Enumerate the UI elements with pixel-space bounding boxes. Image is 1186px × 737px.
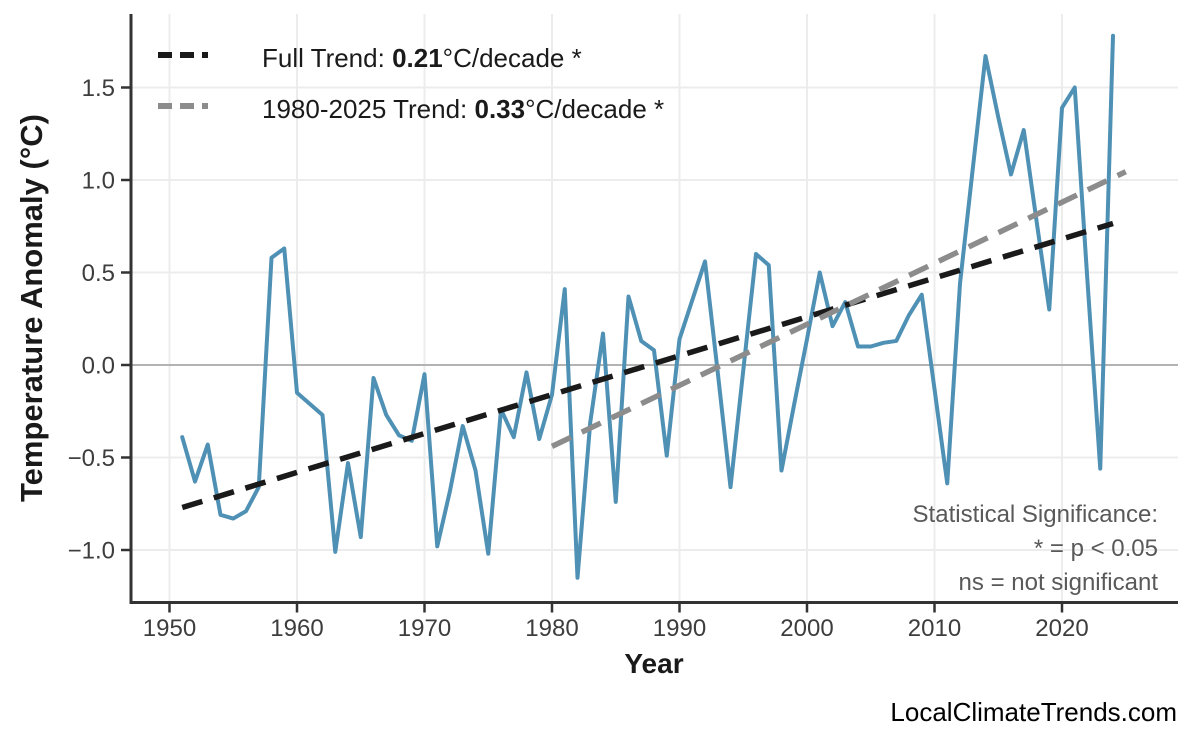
- y-tick-label: 1.0: [82, 168, 115, 195]
- legend-entry-full-trend: Full Trend: 0.21°C/decade *: [262, 43, 582, 74]
- legend-recent-prefix: 1980-2025 Trend:: [262, 94, 475, 124]
- x-tick-label: 2000: [780, 615, 833, 642]
- significance-note-line3: ns = not significant: [958, 569, 1158, 596]
- y-tick-label: −0.5: [68, 445, 115, 472]
- legend-recent-value: 0.33: [474, 94, 526, 124]
- y-tick-label: 1.5: [82, 75, 115, 102]
- full-trend-line: [181, 220, 1114, 511]
- y-tick-label: 0.0: [82, 353, 115, 380]
- legend-swatch-full-trend: [158, 52, 208, 58]
- legend-recent-suffix: °C/decade *: [525, 94, 665, 124]
- legend-full-suffix: °C/decade *: [442, 43, 582, 73]
- legend-entry-recent-trend: 1980-2025 Trend: 0.33°C/decade *: [262, 94, 664, 125]
- x-axis-title: Year: [624, 648, 684, 679]
- significance-note-line2: * = p < 0.05: [1033, 535, 1158, 562]
- significance-note-line1: Statistical Significance:: [912, 501, 1158, 528]
- x-tick-label: 1970: [398, 615, 451, 642]
- legend-full-prefix: Full Trend:: [262, 43, 393, 73]
- x-tick-label: 2020: [1035, 615, 1088, 642]
- significance-note: Statistical Significance: * = p < 0.05 n…: [913, 498, 1158, 600]
- x-tick-label: 1950: [143, 615, 196, 642]
- x-tick-label: 2010: [908, 615, 961, 642]
- x-tick-label: 1990: [653, 615, 706, 642]
- x-tick-label: 1980: [525, 615, 578, 642]
- y-tick-label: 0.5: [82, 260, 115, 287]
- watermark: LocalClimateTrends.com: [890, 697, 1177, 727]
- annual-anomaly-line: [180, 33, 1115, 580]
- y-tick-label: −1.0: [68, 538, 115, 565]
- x-tick-label: 1960: [270, 615, 323, 642]
- legend-swatch-recent-trend: [158, 103, 208, 109]
- recent-trend-line: [550, 169, 1127, 449]
- y-axis-title: Temperature Anomaly (°C): [14, 114, 49, 502]
- legend-full-value: 0.21: [392, 43, 443, 73]
